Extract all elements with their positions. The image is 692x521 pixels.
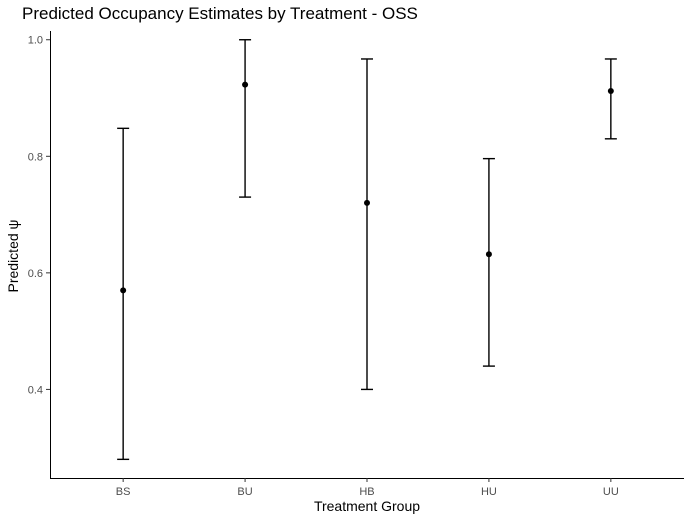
y-axis-title: Predicted ψ bbox=[5, 219, 21, 292]
error-bar-hu bbox=[482, 157, 495, 367]
estimate-point-uu bbox=[607, 88, 614, 95]
x-ticks: BS BU HB HU UU bbox=[116, 478, 619, 498]
error-bar-bs bbox=[117, 127, 130, 461]
y-tick-label: 0.8 bbox=[28, 151, 43, 163]
estimate-point-bu bbox=[242, 81, 249, 88]
x-tick-label: BU bbox=[237, 486, 252, 498]
estimate-point-hu bbox=[485, 251, 492, 258]
estimate-point-hb bbox=[364, 199, 370, 206]
chart-title: Predicted Occupancy Estimates by Treatme… bbox=[22, 4, 418, 23]
x-tick-label: BS bbox=[116, 486, 131, 498]
y-ticks: 0.4 0.6 0.8 1.0 bbox=[28, 35, 50, 396]
x-tick-label: HU bbox=[481, 486, 497, 498]
error-bar-uu bbox=[604, 58, 617, 140]
x-tick-label: HB bbox=[359, 486, 374, 498]
x-axis-title: Treatment Group bbox=[314, 498, 420, 514]
y-tick-label: 0.4 bbox=[28, 384, 43, 396]
estimate-point-bs bbox=[120, 287, 127, 294]
error-bar-hb bbox=[361, 58, 373, 391]
y-tick-label: 0.6 bbox=[28, 268, 43, 280]
y-tick-label: 1.0 bbox=[28, 35, 43, 47]
data-marks bbox=[117, 39, 617, 461]
error-bar-bu bbox=[239, 39, 252, 198]
x-tick-label: UU bbox=[603, 486, 619, 498]
